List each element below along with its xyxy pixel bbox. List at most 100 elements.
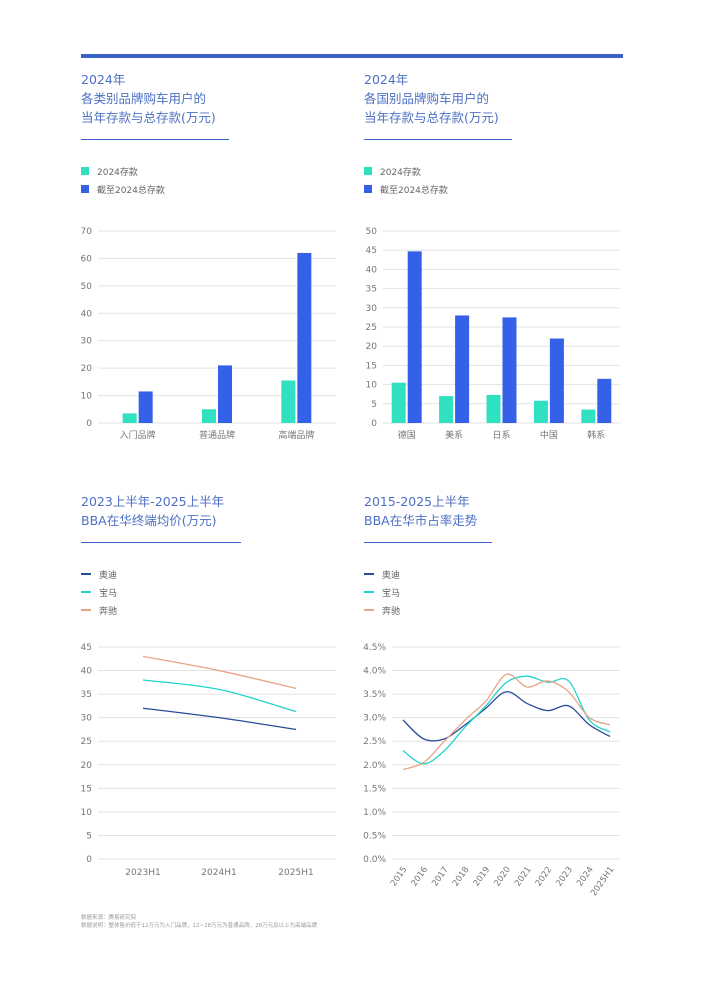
x-tick-label: 2018 <box>451 865 472 888</box>
series-line <box>142 655 297 690</box>
x-tick-label: 中国 <box>540 429 558 441</box>
panel-bba-price: 2023上半年-2025上半年 BBA在华终端均价(万元) 奥迪 宝马 奔驰 <box>81 492 341 619</box>
y-tick-label: 30 <box>81 337 93 347</box>
x-tick-label: 韩系 <box>587 429 605 441</box>
y-tick-label: 0 <box>371 419 377 429</box>
explain-note: 数据说明：整体售价低于12万元为入门品牌，12~28万元为普通品牌，28万元及以… <box>81 923 318 929</box>
title-underline <box>364 139 512 140</box>
y-tick-label: 40 <box>81 667 93 677</box>
legend-swatch <box>81 185 89 193</box>
y-tick-label: 0.5% <box>363 831 386 841</box>
bar <box>391 382 406 423</box>
y-tick-label: 20 <box>366 342 378 352</box>
legend-label: 截至2024总存款 <box>380 185 448 196</box>
line-legend: 奥迪 宝马 奔驰 <box>364 565 624 619</box>
legend-item: 奥迪 <box>364 565 624 583</box>
y-tick-label: 10 <box>81 392 93 402</box>
legend-item: 2024存款 <box>81 162 341 180</box>
legend-swatch <box>364 167 372 175</box>
legend-item: 奔驰 <box>364 601 624 619</box>
legend-item: 奔驰 <box>81 601 341 619</box>
legend-label: 奥迪 <box>382 570 401 581</box>
legend-item: 奥迪 <box>81 565 341 583</box>
y-tick-label: 20 <box>81 761 93 771</box>
legend-swatch <box>81 167 89 175</box>
panel-category-savings: 2024年 各类别品牌购车用户的 当年存款与总存款(万元) 2024存款 截至2… <box>81 70 341 198</box>
title-underline <box>81 139 229 140</box>
y-tick-label: 50 <box>81 282 93 292</box>
x-tick-label: 2024H1 <box>201 868 236 878</box>
x-tick-label: 2021 <box>513 865 534 888</box>
x-tick-label: 2017 <box>430 865 451 888</box>
y-tick-label: 4.5% <box>363 643 386 653</box>
y-tick-label: 3.0% <box>363 714 386 724</box>
series-line <box>402 673 611 771</box>
x-tick-label: 高端品牌 <box>278 429 314 441</box>
legend-swatch <box>364 185 372 193</box>
legend-line <box>81 573 91 575</box>
y-tick-label: 40 <box>81 309 93 319</box>
y-tick-label: 3.5% <box>363 690 386 700</box>
y-tick-label: 35 <box>366 285 377 295</box>
x-tick-label: 2015 <box>389 865 410 888</box>
legend-line <box>81 609 91 611</box>
y-tick-label: 5 <box>86 831 92 841</box>
legend-line <box>364 573 374 575</box>
bar <box>297 252 312 423</box>
x-tick-label: 2019 <box>472 865 493 888</box>
bar <box>502 317 517 423</box>
x-tick-label: 美系 <box>445 429 463 441</box>
y-tick-label: 0 <box>86 855 92 865</box>
y-tick-label: 30 <box>366 304 378 314</box>
y-tick-label: 20 <box>81 364 93 374</box>
legend-label: 截至2024总存款 <box>97 185 165 196</box>
bar <box>581 409 596 423</box>
legend-label: 奔驰 <box>99 606 118 617</box>
legend-label: 2024存款 <box>97 167 138 178</box>
x-tick-label: 德国 <box>398 429 416 441</box>
legend-item: 截至2024总存款 <box>81 180 341 198</box>
bar <box>597 378 612 423</box>
x-tick-label: 2025H1 <box>278 868 313 878</box>
legend-item: 2024存款 <box>364 162 624 180</box>
bar <box>533 400 548 423</box>
panel-title: 2015-2025上半年 BBA在华市占率走势 <box>364 494 478 528</box>
legend-label: 宝马 <box>99 588 118 599</box>
top-accent-bar <box>81 54 623 58</box>
y-tick-label: 1.5% <box>363 784 386 794</box>
y-tick-label: 10 <box>366 381 378 391</box>
y-tick-label: 5 <box>371 400 377 410</box>
legend-label: 宝马 <box>382 588 401 599</box>
y-tick-label: 40 <box>366 265 378 275</box>
y-tick-label: 45 <box>81 643 92 653</box>
y-tick-label: 35 <box>81 690 92 700</box>
panel-country-savings: 2024年 各国别品牌购车用户的 当年存款与总存款(万元) 2024存款 截至2… <box>364 70 624 198</box>
x-tick-label: 2024 <box>575 865 596 888</box>
x-tick-label: 2022 <box>534 865 555 888</box>
bar <box>138 391 153 423</box>
series-line <box>142 707 297 731</box>
bar <box>407 251 422 423</box>
y-tick-label: 15 <box>81 784 92 794</box>
panel-bba-share: 2015-2025上半年 BBA在华市占率走势 奥迪 宝马 奔驰 <box>364 492 624 619</box>
line-legend: 奥迪 宝马 奔驰 <box>81 565 341 619</box>
y-tick-label: 50 <box>366 227 378 237</box>
y-tick-label: 70 <box>81 227 93 237</box>
legend-line <box>81 591 91 593</box>
bar <box>218 365 232 423</box>
bar <box>486 394 501 423</box>
legend-line <box>364 591 374 593</box>
legend-label: 奔驰 <box>382 606 401 617</box>
bar <box>455 315 470 423</box>
x-tick-label: 入门品牌 <box>120 429 156 441</box>
series-line <box>402 675 611 765</box>
series-line <box>402 691 611 742</box>
panel-title: 2024年 各国别品牌购车用户的 当年存款与总存款(万元) <box>364 72 499 125</box>
y-tick-label: 60 <box>81 254 93 264</box>
y-tick-label: 4.0% <box>363 667 386 677</box>
bar-legend: 2024存款 截至2024总存款 <box>81 162 341 198</box>
series-line <box>142 679 297 713</box>
y-tick-label: 25 <box>366 323 377 333</box>
x-tick-label: 2023H1 <box>125 868 160 878</box>
